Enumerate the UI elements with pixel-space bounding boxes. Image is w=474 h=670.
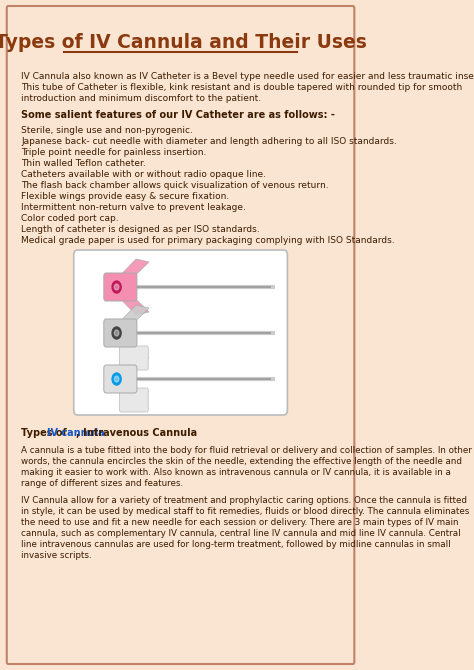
Text: The flash back chamber allows quick visualization of venous return.: The flash back chamber allows quick visu… (21, 181, 328, 190)
Text: Some salient features of our IV Catheter are as follows: -: Some salient features of our IV Catheter… (21, 110, 335, 120)
Text: , Intravenous Cannula: , Intravenous Cannula (76, 428, 197, 438)
Text: Sterile, single use and non-pyrogenic.: Sterile, single use and non-pyrogenic. (21, 126, 193, 135)
Text: IV Cannula also known as IV Catheter is a Bevel type needle used for easier and : IV Cannula also known as IV Catheter is … (21, 72, 474, 81)
FancyBboxPatch shape (119, 346, 148, 370)
Text: introduction and minimum discomfort to the patient.: introduction and minimum discomfort to t… (21, 94, 261, 103)
Circle shape (112, 373, 121, 385)
Text: the need to use and fit a new needle for each session or delivery. There are 3 m: the need to use and fit a new needle for… (21, 518, 458, 527)
Text: Color coded port cap.: Color coded port cap. (21, 214, 118, 223)
Text: Types of: Types of (21, 428, 70, 438)
FancyBboxPatch shape (104, 365, 137, 393)
Polygon shape (119, 344, 149, 361)
Text: making it easier to work with. Also known as intravenous cannula or IV cannula, : making it easier to work with. Also know… (21, 468, 451, 477)
Text: cannula, such as complementary IV cannula, central line IV cannula and mid line : cannula, such as complementary IV cannul… (21, 529, 461, 538)
Text: This tube of Catheter is flexible, kink resistant and is double tapered with rou: This tube of Catheter is flexible, kink … (21, 83, 462, 92)
Text: Length of catheter is designed as per ISO standards.: Length of catheter is designed as per IS… (21, 225, 260, 234)
Polygon shape (119, 259, 149, 276)
Text: invasive scripts.: invasive scripts. (21, 551, 91, 560)
Text: Japanese back- cut needle with diameter and length adhering to all ISO standards: Japanese back- cut needle with diameter … (21, 137, 397, 146)
Circle shape (112, 327, 121, 339)
Circle shape (112, 281, 121, 293)
Circle shape (114, 376, 119, 382)
Text: Medical grade paper is used for primary packaging complying with ISO Standards.: Medical grade paper is used for primary … (21, 236, 395, 245)
Text: IV cannula: IV cannula (47, 428, 105, 438)
Text: Catheters available with or without radio opaque line.: Catheters available with or without radi… (21, 170, 266, 179)
Text: Flexible wings provide easy & secure fixation.: Flexible wings provide easy & secure fix… (21, 192, 229, 201)
Text: Thin walled Teflon catheter.: Thin walled Teflon catheter. (21, 159, 146, 168)
Polygon shape (119, 298, 149, 315)
FancyBboxPatch shape (104, 319, 137, 347)
Text: Triple point needle for painless insertion.: Triple point needle for painless inserti… (21, 148, 207, 157)
FancyBboxPatch shape (7, 6, 355, 664)
Circle shape (114, 284, 119, 290)
Text: line intravenous cannulas are used for long-term treatment, followed by midline : line intravenous cannulas are used for l… (21, 540, 451, 549)
FancyBboxPatch shape (119, 388, 148, 412)
Text: Types of IV Cannula and Their Uses: Types of IV Cannula and Their Uses (0, 33, 366, 52)
FancyBboxPatch shape (74, 250, 287, 415)
Text: in style, it can be used by medical staff to fit remedies, fluids or blood direc: in style, it can be used by medical staf… (21, 507, 469, 516)
Text: IV Cannula allow for a variety of treatment and prophylactic caring options. Onc: IV Cannula allow for a variety of treatm… (21, 496, 467, 505)
FancyBboxPatch shape (104, 273, 137, 301)
Text: range of different sizes and features.: range of different sizes and features. (21, 479, 183, 488)
Text: words, the cannula encircles the skin of the needle, extending the effective len: words, the cannula encircles the skin of… (21, 457, 462, 466)
Text: Intermittent non-return valve to prevent leakage.: Intermittent non-return valve to prevent… (21, 203, 246, 212)
Text: A cannula is a tube fitted into the body for fluid retrieval or delivery and col: A cannula is a tube fitted into the body… (21, 446, 472, 455)
Circle shape (114, 330, 119, 336)
Polygon shape (119, 305, 149, 322)
